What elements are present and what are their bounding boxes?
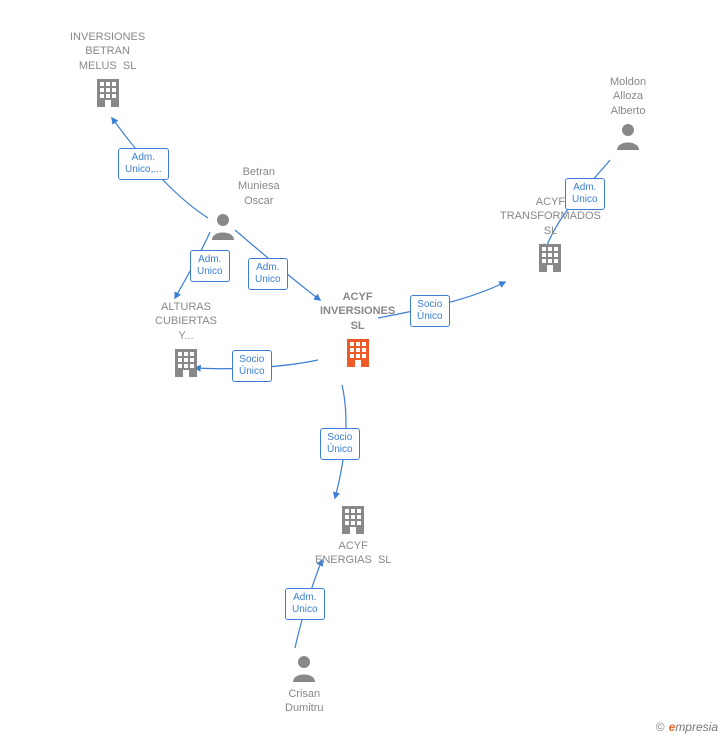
node-label: Betran Muniesa Oscar	[238, 165, 280, 208]
edge-label-0: Adm. Unico,...	[118, 148, 169, 180]
node-acyf_energias[interactable]: ACYF ENERGIAS SL	[315, 500, 391, 568]
building-icon	[94, 73, 122, 112]
edge-label-3: Socio Único	[232, 350, 272, 382]
edge-label-6: Socio Único	[320, 428, 360, 460]
node-betran_muniesa[interactable]: Betran Muniesa Oscar	[210, 165, 280, 245]
person-icon	[291, 650, 317, 687]
person-icon	[210, 208, 236, 245]
edge-label-1: Adm. Unico	[190, 250, 230, 282]
brand-name: empresia	[669, 720, 718, 734]
node-crisan[interactable]: Crisan Dumitru	[285, 650, 324, 716]
edge-label-7: Adm. Unico	[285, 588, 325, 620]
building-icon	[339, 500, 367, 539]
node-label: Crisan Dumitru	[285, 687, 324, 716]
node-label: INVERSIONES BETRAN MELUS SL	[70, 30, 145, 73]
edge-label-2: Adm. Unico	[248, 258, 288, 290]
node-label: Moldon Alloza Alberto	[610, 75, 646, 118]
node-acyf_inversiones[interactable]: ACYF INVERSIONES SL	[320, 290, 395, 372]
node-inv_betran[interactable]: INVERSIONES BETRAN MELUS SL	[70, 30, 145, 112]
footer-credit: © empresia	[656, 720, 718, 734]
building-icon	[536, 238, 564, 277]
node-moldon[interactable]: Moldon Alloza Alberto	[610, 75, 646, 155]
building-icon	[344, 333, 372, 372]
node-label: ALTURAS CUBIERTAS Y...	[155, 300, 217, 343]
edge-label-5: Adm. Unico	[565, 178, 605, 210]
copyright-symbol: ©	[656, 720, 665, 734]
node-alturas[interactable]: ALTURAS CUBIERTAS Y...	[155, 300, 217, 382]
person-icon	[615, 118, 641, 155]
building-icon	[172, 343, 200, 382]
node-label: ACYF INVERSIONES SL	[320, 290, 395, 333]
node-label: ACYF ENERGIAS SL	[315, 539, 391, 568]
edge-label-4: Socio Único	[410, 295, 450, 327]
